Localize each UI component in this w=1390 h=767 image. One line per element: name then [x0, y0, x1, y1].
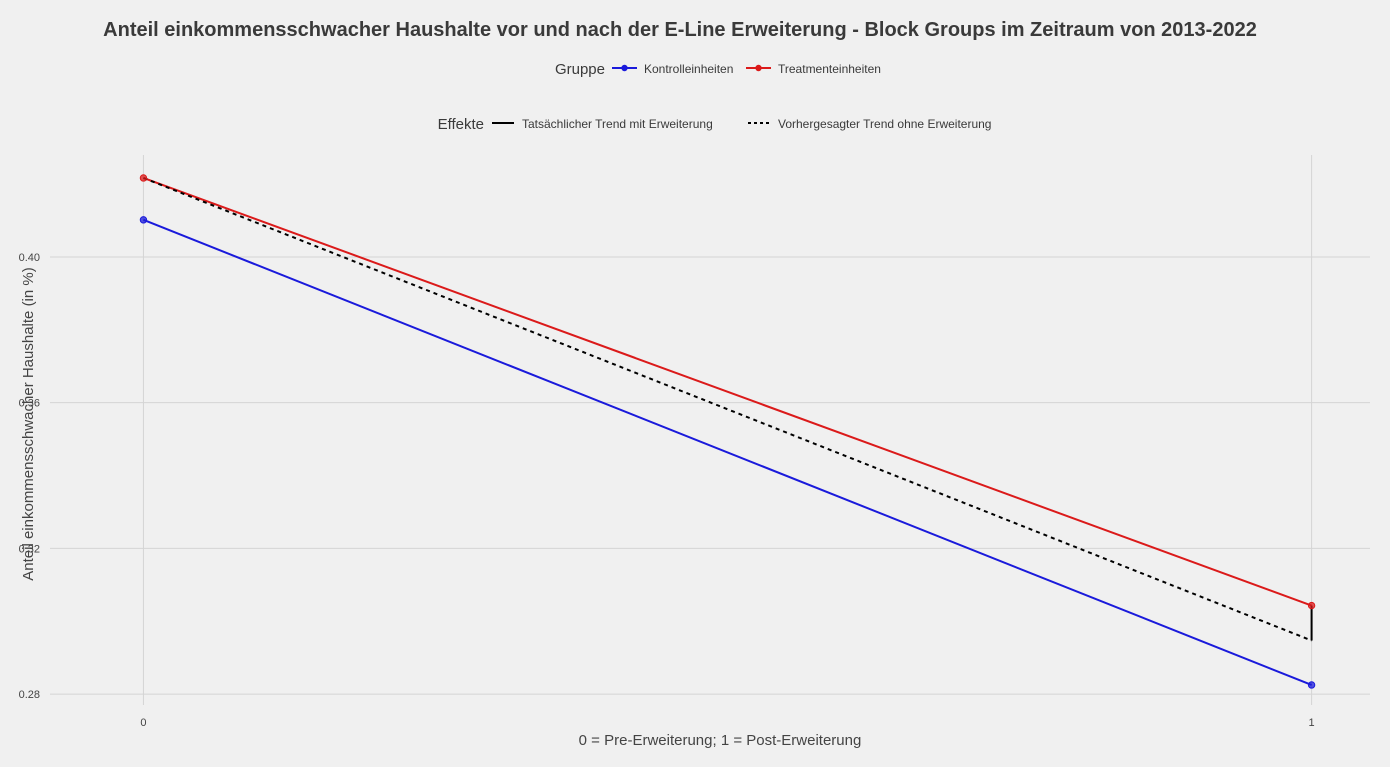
y-axis-label: Anteil einkommensschwacher Haushalte (in…	[20, 267, 37, 580]
grid	[50, 155, 1370, 705]
x-tick-label: 0	[140, 717, 146, 729]
legend-label-actual-trend: Tatsächlicher Trend mit Erweiterung	[522, 117, 713, 131]
y-tick-label: 0.32	[19, 543, 40, 555]
legend-effect: Effekte Tatsächlicher Trend mit Erweiter…	[438, 116, 992, 133]
x-tick-label: 1	[1309, 717, 1315, 729]
legend-effect-title: Effekte	[438, 116, 484, 133]
plot-area	[139, 174, 1316, 689]
legend-group: Gruppe Kontrolleinheiten Treatmenteinhei…	[555, 61, 881, 78]
y-tick-label: 0.28	[19, 689, 40, 701]
legend-key-point-treatmenteinheiten	[755, 64, 762, 72]
legend-key-point-kontrolleinheiten	[621, 64, 628, 72]
y-tick-label: 0.36	[19, 398, 40, 410]
data-point-kontrolleinheiten	[1307, 681, 1316, 689]
legend-group-title: Gruppe	[555, 61, 605, 78]
legend-item-treatmenteinheiten: Treatmenteinheiten	[746, 62, 881, 76]
chart-title: Anteil einkommensschwacher Haushalte vor…	[103, 19, 1257, 41]
series-line-treatmenteinheiten	[143, 177, 1312, 607]
legend-item-predicted-trend: Vorhergesagter Trend ohne Erweiterung	[748, 117, 991, 131]
legend-item-kontrolleinheiten: Kontrolleinheiten	[612, 62, 733, 76]
legend-item-actual-trend: Tatsächlicher Trend mit Erweiterung	[492, 117, 713, 131]
y-tick-label: 0.40	[19, 252, 40, 264]
x-axis-label: 0 = Pre-Erweiterung; 1 = Post-Erweiterun…	[579, 732, 862, 749]
data-point-treatmenteinheiten	[1307, 601, 1316, 610]
counterfactual-trend-line	[143, 177, 1312, 642]
legend-label-predicted-trend: Vorhergesagter Trend ohne Erweiterung	[778, 117, 991, 131]
legend-label-kontrolleinheiten: Kontrolleinheiten	[644, 62, 733, 76]
series-line-kontrolleinheiten	[143, 218, 1312, 686]
data-point-kontrolleinheiten	[139, 216, 148, 224]
y-axis-ticks: 0.28 0.32 0.36 0.40	[19, 252, 40, 701]
data-point-treatmenteinheiten	[139, 174, 148, 182]
legend-label-treatmenteinheiten: Treatmenteinheiten	[778, 62, 881, 76]
